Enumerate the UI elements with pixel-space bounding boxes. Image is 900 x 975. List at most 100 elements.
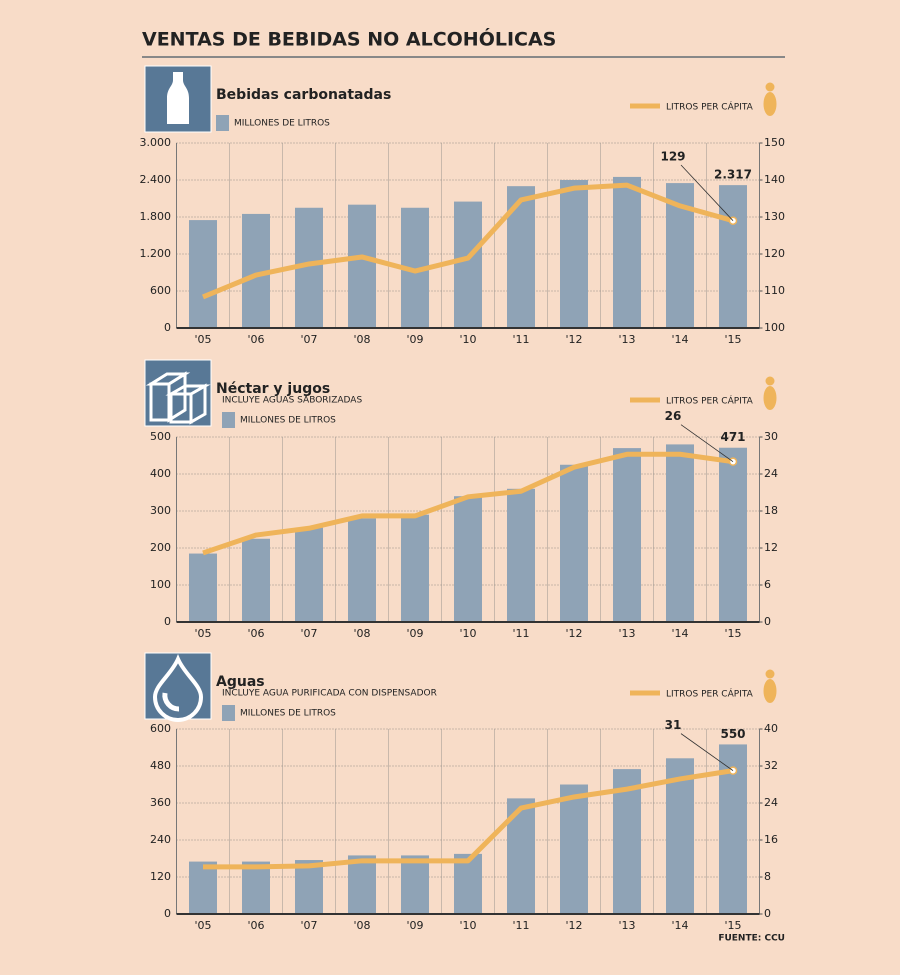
x-tick-label: '12 [565, 333, 582, 346]
line-value-label: 26 [665, 409, 682, 423]
x-tick-label: '06 [247, 919, 264, 932]
y-tick-label: 1.800 [140, 210, 172, 223]
bar [348, 518, 376, 622]
x-tick-label: '15 [724, 919, 741, 932]
y2-tick-label: 40 [764, 722, 778, 735]
x-tick-label: '10 [459, 333, 476, 346]
y-tick-label: 100 [150, 578, 171, 591]
y-tick-label: 2.400 [140, 173, 172, 186]
bar [613, 176, 641, 328]
x-tick-label: '15 [724, 333, 741, 346]
y-tick-label: 3.000 [140, 136, 172, 149]
bar [189, 553, 217, 622]
legend-label: MILLONES DE LITROS [240, 416, 336, 426]
y2-tick-label: 0 [764, 615, 771, 628]
label-leader [680, 733, 734, 771]
y-tick-label: 600 [150, 284, 171, 297]
icon-bottle [167, 72, 189, 124]
bar [560, 180, 588, 328]
bar [666, 758, 694, 914]
legend-label: LITROS PER CÁPITA [666, 688, 754, 700]
x-tick-label: '08 [353, 627, 370, 640]
y2-tick-label: 120 [764, 247, 785, 260]
bar [719, 185, 747, 328]
x-tick-label: '09 [406, 627, 423, 640]
bar [242, 538, 270, 622]
x-tick-label: '14 [671, 333, 688, 346]
y-tick-label: 0 [164, 321, 171, 334]
chart-title: Bebidas carbonatadas [216, 87, 391, 103]
x-tick-label: '07 [300, 333, 317, 346]
x-tick-label: '13 [618, 919, 635, 932]
x-tick-label: '08 [353, 333, 370, 346]
icon-person-body [763, 679, 777, 703]
bar-value-label: 550 [720, 727, 745, 741]
y2-tick-label: 130 [764, 210, 785, 223]
bar [401, 514, 429, 622]
bar [348, 855, 376, 914]
bar [454, 496, 482, 622]
x-tick-label: '06 [247, 333, 264, 346]
legend-label: MILLONES DE LITROS [234, 119, 330, 129]
bar [189, 220, 217, 328]
line-value-label: 129 [660, 150, 685, 164]
icon-drop-shine [162, 692, 180, 712]
x-tick-label: '05 [194, 333, 211, 346]
icon-person-head [765, 82, 775, 92]
y2-tick-label: 12 [764, 541, 778, 554]
y2-tick-label: 30 [764, 430, 778, 443]
line [202, 451, 734, 556]
legend-swatch [222, 705, 235, 721]
x-tick-label: '08 [353, 919, 370, 932]
chart-title: Néctar y jugos [216, 381, 330, 397]
x-tick-label: '12 [565, 919, 582, 932]
y2-tick-label: 24 [764, 467, 778, 480]
bar [295, 527, 323, 622]
bar-value-label: 471 [720, 430, 745, 444]
icon-box [165, 383, 211, 425]
y-tick-label: 1.200 [140, 247, 172, 260]
y-tick-label: 480 [150, 759, 171, 772]
x-tick-label: '14 [671, 919, 688, 932]
bar [401, 855, 429, 914]
y-tick-label: 0 [164, 615, 171, 628]
bar [454, 853, 482, 914]
x-tick-label: '12 [565, 627, 582, 640]
x-tick-label: '07 [300, 627, 317, 640]
label-leader [680, 424, 734, 462]
x-tick-label: '09 [406, 919, 423, 932]
legend-label: LITROS PER CÁPITA [666, 101, 754, 113]
y2-tick-label: 18 [764, 504, 778, 517]
x-tick-label: '09 [406, 333, 423, 346]
y-tick-label: 360 [150, 796, 171, 809]
y2-tick-label: 0 [764, 907, 771, 920]
x-tick-label: '15 [724, 627, 741, 640]
icon-person-body [763, 386, 777, 410]
x-tick-label: '10 [459, 627, 476, 640]
legend-label: MILLONES DE LITROS [240, 709, 336, 719]
y-tick-label: 0 [164, 907, 171, 920]
bar [666, 444, 694, 622]
y-tick-label: 200 [150, 541, 171, 554]
y-tick-label: 600 [150, 722, 171, 735]
icon-box [145, 371, 191, 423]
bar [560, 784, 588, 914]
icon-person-head [765, 376, 775, 386]
x-tick-label: '11 [512, 919, 529, 932]
x-tick-label: '11 [512, 333, 529, 346]
x-tick-label: '13 [618, 333, 635, 346]
line [202, 182, 734, 300]
y-tick-label: 120 [150, 870, 171, 883]
bar [242, 861, 270, 914]
bar-value-label: 2.317 [714, 168, 752, 182]
icon-person-head [765, 669, 775, 679]
chart-subtitle: INCLUYE AGUAS SABORIZADAS [222, 396, 362, 406]
label-leader [680, 164, 734, 221]
x-tick-label: '14 [671, 627, 688, 640]
bar [613, 448, 641, 622]
chart-title: Aguas [216, 674, 265, 690]
legend-label: LITROS PER CÁPITA [666, 395, 754, 407]
bar [189, 861, 217, 914]
